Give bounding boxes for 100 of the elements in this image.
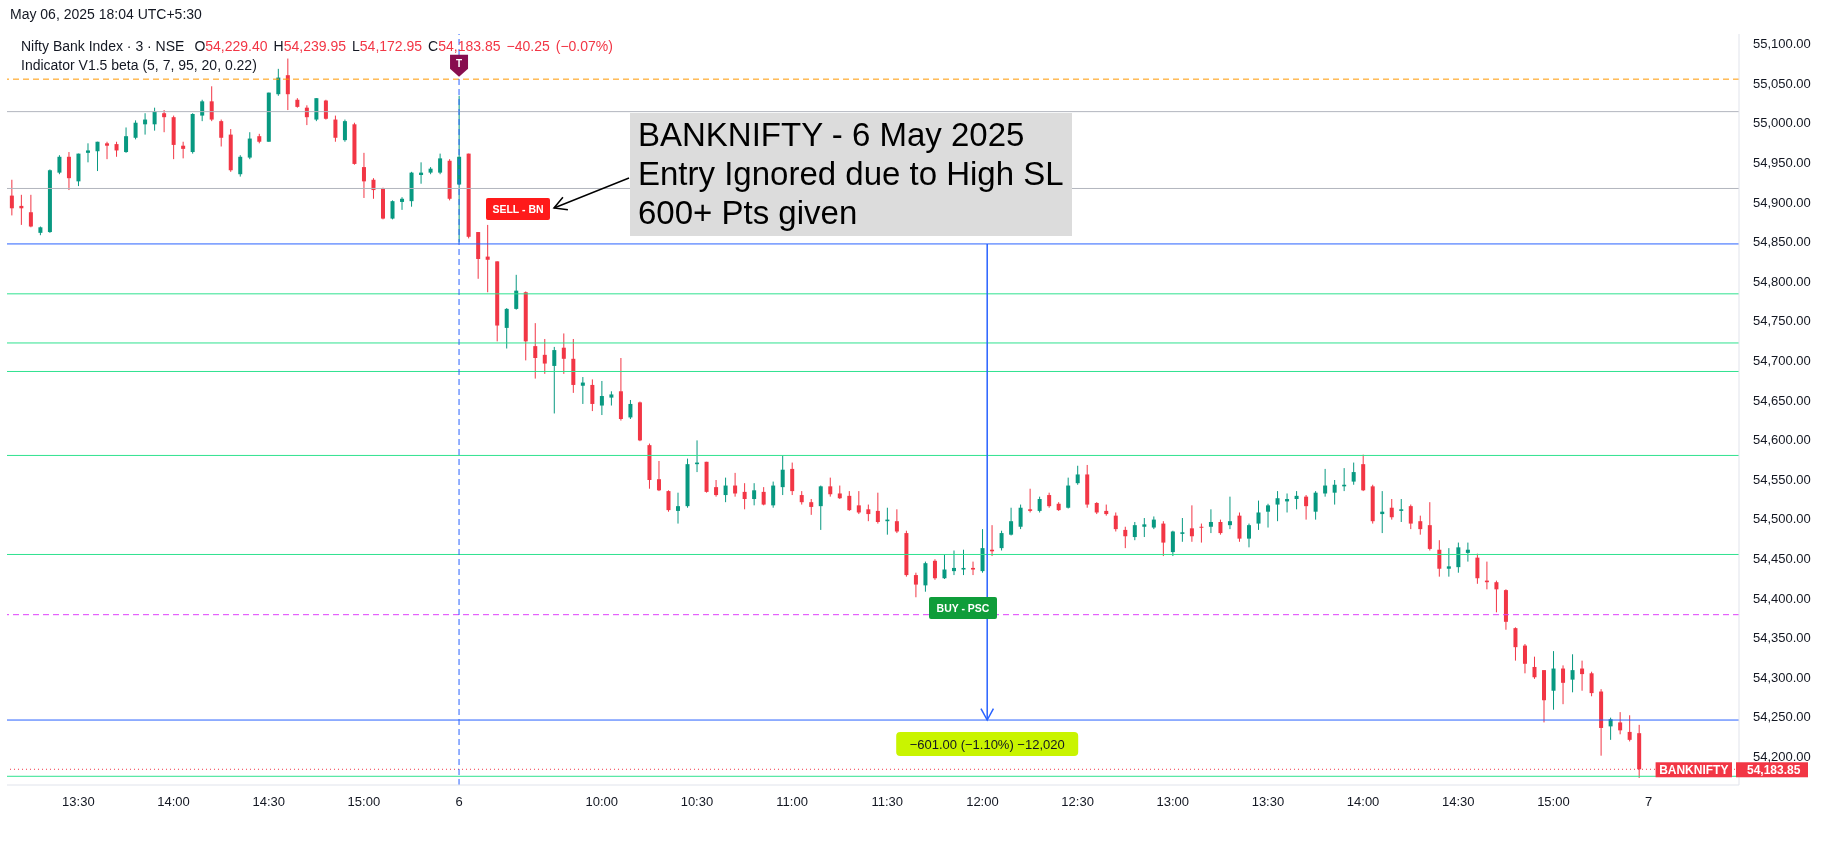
x-tick-label: 14:30 — [1441, 794, 1475, 810]
candlestick — [913, 572, 918, 598]
candlestick — [628, 399, 633, 420]
candlestick — [1237, 511, 1242, 543]
y-tick-label: 54,550.00 — [1753, 471, 1811, 487]
candlestick — [752, 482, 757, 506]
y-tick-label: 55,050.00 — [1753, 75, 1811, 91]
candlestick — [1180, 517, 1185, 543]
candlestick — [438, 153, 443, 175]
candlestick — [599, 380, 604, 416]
candlestick — [580, 376, 585, 405]
x-tick-label: 13:30 — [62, 794, 95, 810]
candlestick — [1275, 490, 1280, 522]
y-tick-label: 55,100.00 — [1753, 36, 1811, 52]
chart-title: Nifty Bank Index · 3 · NSE — [21, 38, 185, 54]
candlestick — [1389, 498, 1394, 521]
candlestick — [1522, 643, 1527, 674]
text: BANKNIFTY 54,183.85 — [1659, 763, 1801, 778]
x-tick-label: 11:00 — [776, 794, 808, 810]
candlestick — [1494, 580, 1499, 613]
candlestick — [1456, 542, 1461, 574]
y-tick-label: 54,650.00 — [1753, 392, 1811, 408]
candlestick — [847, 490, 852, 512]
y-tick-label: 54,800.00 — [1753, 273, 1811, 289]
candlestick — [561, 332, 566, 375]
candlestick — [1208, 508, 1213, 534]
candlestick — [1532, 656, 1537, 680]
candlestick — [1199, 523, 1204, 544]
candlestick — [133, 119, 138, 140]
candlestick — [1408, 504, 1413, 530]
annotation: Indicator V1.5 beta (5, 7, 95, 20, 0.22) — [21, 57, 257, 73]
candlestick — [152, 107, 157, 132]
x-tick-label: 15:00 — [1537, 794, 1570, 810]
y-tick-label: 54,200.00 — [1753, 749, 1811, 765]
x-tick-label: 10:00 — [585, 794, 619, 810]
candlestick — [1113, 511, 1118, 532]
candlestick — [1589, 671, 1594, 697]
candlestick — [542, 338, 547, 375]
annotation: SELL - BN — [486, 198, 550, 220]
candlestick — [1627, 714, 1632, 742]
candlestick — [1170, 530, 1175, 557]
candlestick — [1142, 517, 1147, 538]
candlestick — [276, 68, 281, 97]
y-tick-label: 54,400.00 — [1753, 590, 1811, 606]
candlestick — [485, 224, 490, 293]
y-tick-label: 54,250.00 — [1753, 709, 1811, 725]
candlestick — [1161, 520, 1166, 557]
y-tick-label: 54,900.00 — [1753, 194, 1811, 210]
candlestick — [533, 322, 538, 380]
candlestick — [1513, 626, 1518, 662]
candlestick — [1075, 465, 1080, 486]
x-tick-label: 13:30 — [1251, 794, 1285, 810]
x-tick-label: 7 — [1644, 794, 1653, 810]
candlestick — [1018, 504, 1023, 530]
candlestick — [1313, 490, 1318, 521]
candlestick — [771, 481, 776, 509]
candlestick — [333, 115, 338, 143]
x-tick-label: 12:30 — [1061, 794, 1094, 810]
candlestick — [942, 553, 947, 580]
candlestick — [361, 152, 366, 199]
candlestick — [28, 194, 33, 228]
candlestick — [875, 492, 880, 525]
candlestick — [590, 378, 595, 412]
x-tick-label: 15:00 — [347, 794, 381, 810]
candlestick — [1351, 462, 1356, 486]
candlestick — [105, 141, 110, 160]
candlestick — [666, 489, 671, 513]
candlestick — [1247, 523, 1251, 548]
candlestick — [1123, 526, 1128, 549]
candlestick — [723, 477, 728, 503]
candlestick — [1561, 664, 1566, 705]
x-tick-label: 11:30 — [871, 794, 904, 810]
candlestick — [66, 151, 71, 191]
candlestick — [1332, 479, 1337, 506]
y-tick-label: 54,700.00 — [1753, 353, 1811, 368]
candlestick — [514, 274, 519, 311]
candlestick — [676, 492, 681, 525]
candlestick — [828, 477, 833, 498]
candlestick — [923, 561, 928, 593]
x-tick-label: 13:00 — [1156, 794, 1190, 810]
candlestick — [1551, 650, 1556, 711]
candlestick — [85, 142, 90, 163]
candlestick — [971, 561, 976, 576]
y-tick-label: 54,950.00 — [1753, 154, 1811, 170]
candlestick — [961, 549, 966, 576]
candlestick — [162, 109, 167, 133]
candlestick — [400, 196, 405, 211]
candlestick — [656, 460, 661, 492]
x-tick-label: 10:30 — [680, 794, 714, 810]
candlestick — [314, 97, 319, 122]
candlestick — [714, 479, 719, 498]
y-tick-label: 55,000.00 — [1753, 115, 1811, 131]
candlestick — [57, 154, 62, 175]
candlestick — [504, 307, 509, 349]
annotation: −601.00 (−1.10%) −12,020 — [909, 737, 1065, 753]
candlestick — [856, 490, 861, 515]
candlestick — [1294, 490, 1299, 510]
candlestick — [552, 346, 557, 414]
candlestick — [790, 462, 795, 496]
candlestick — [1266, 503, 1271, 529]
